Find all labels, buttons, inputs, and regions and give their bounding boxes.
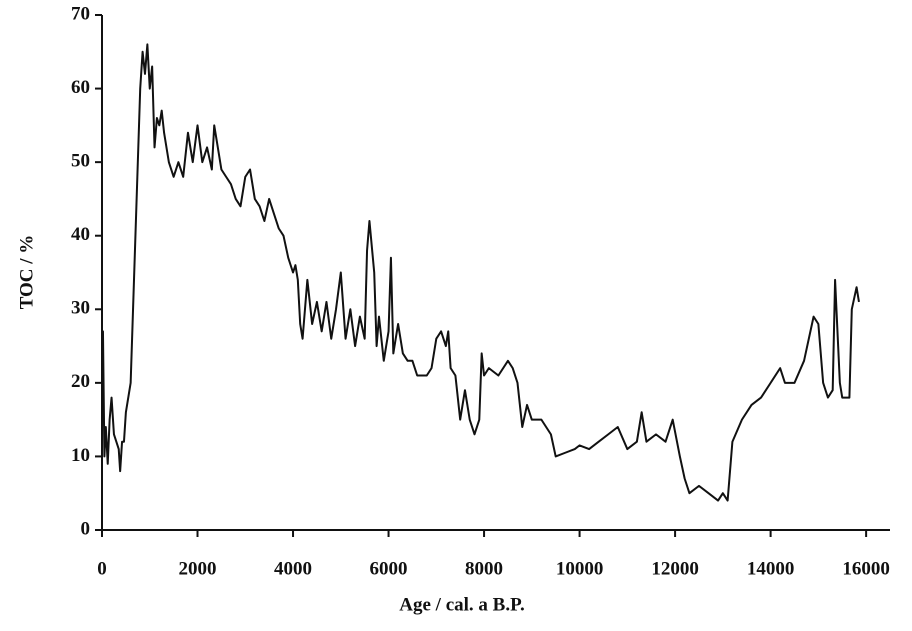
y-tick-label: 20 (71, 371, 90, 392)
y-tick-label: 70 (71, 3, 90, 24)
y-axis-label: TOC / % (16, 235, 37, 310)
x-tick-label: 0 (97, 558, 107, 579)
y-tick-label: 60 (71, 77, 90, 98)
x-tick-label: 2000 (179, 558, 217, 579)
x-tick-label: 4000 (274, 558, 312, 579)
y-tick-label: 50 (71, 151, 90, 172)
x-tick-label: 6000 (370, 558, 408, 579)
x-tick-label: 8000 (465, 558, 503, 579)
data-line (101, 43, 860, 502)
y-tick-label: 0 (81, 518, 91, 539)
y-tick-label: 40 (71, 224, 90, 245)
x-tick-label: 10000 (556, 558, 604, 579)
x-tick-label: 14000 (747, 558, 795, 579)
x-tick-label: 12000 (651, 558, 699, 579)
y-tick-label: 30 (71, 298, 90, 319)
x-tick-label: 16000 (842, 558, 890, 579)
y-tick-label: 10 (71, 445, 90, 466)
x-axis-label: Age / cal. a B.P. (399, 594, 524, 615)
